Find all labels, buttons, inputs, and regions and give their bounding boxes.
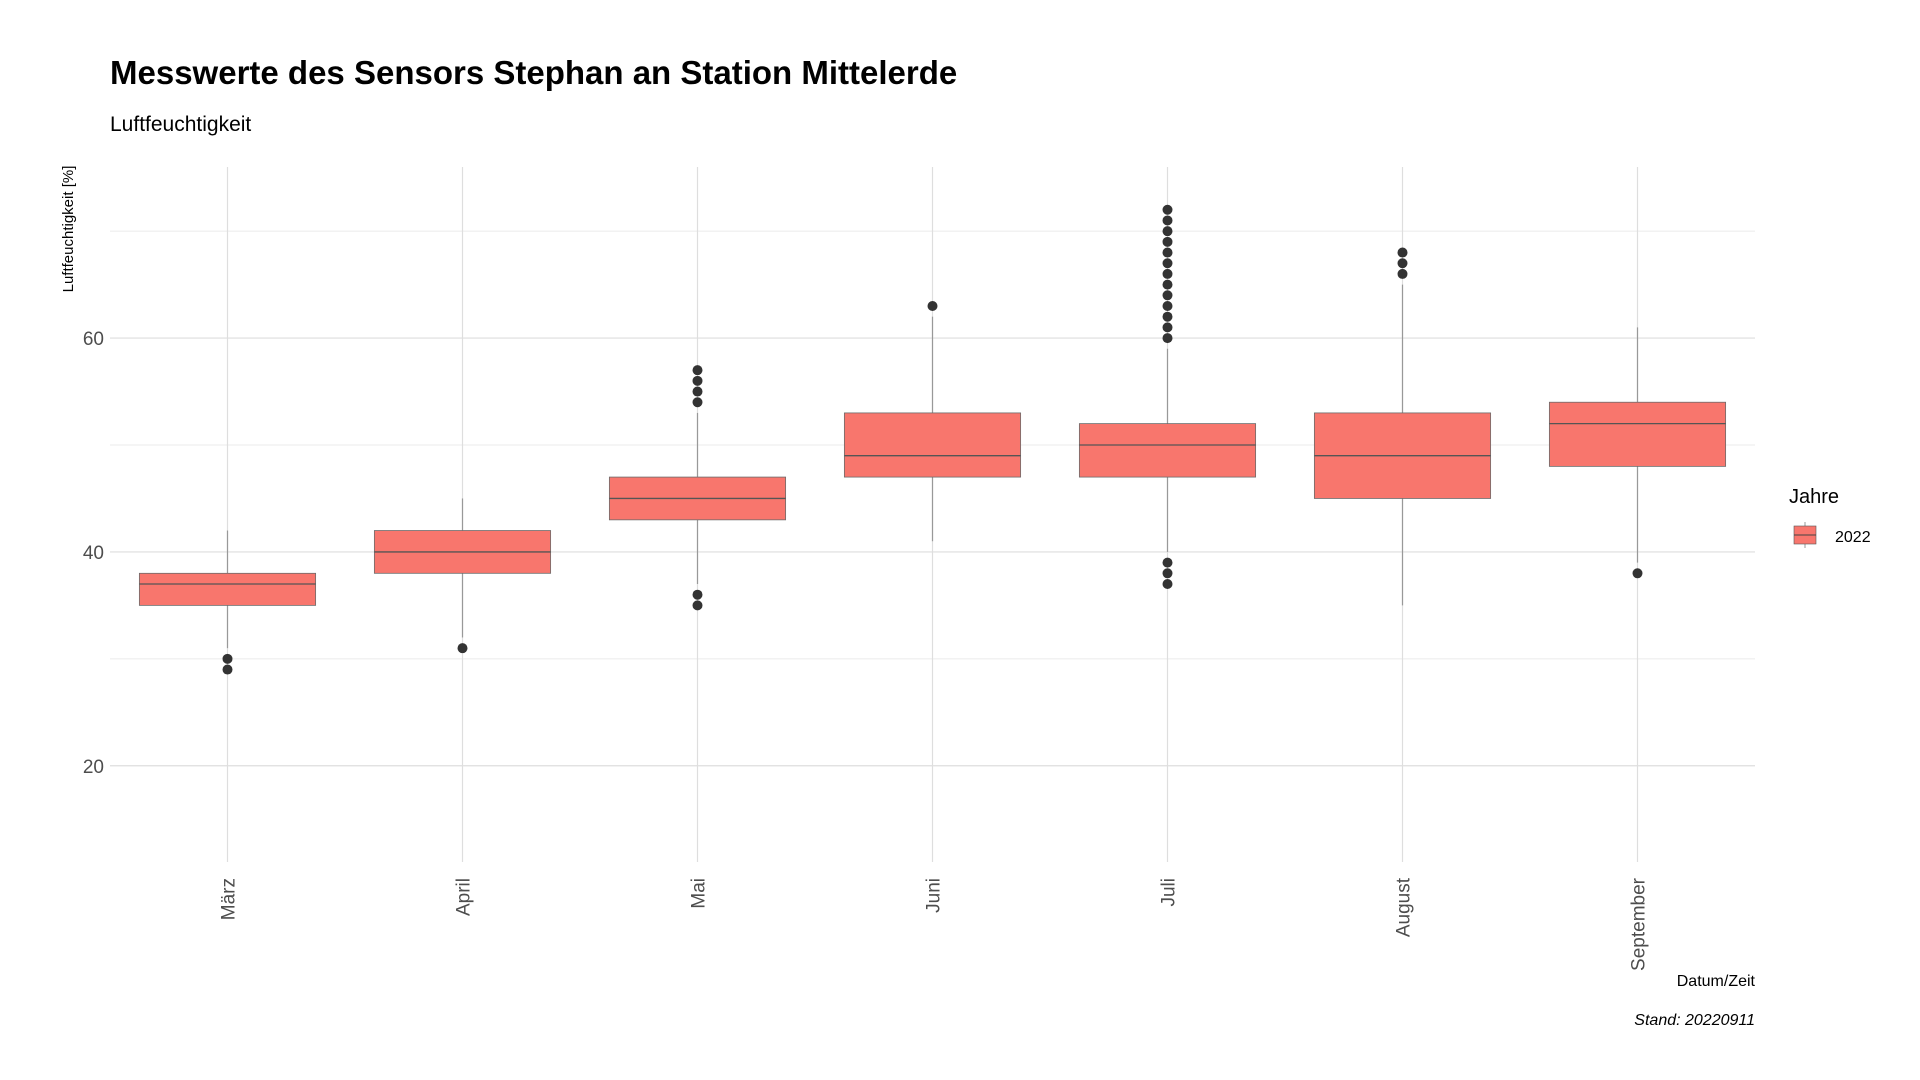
outlier-point	[1162, 290, 1173, 301]
x-tick-label: September	[1629, 877, 1650, 971]
box-iqr	[138, 572, 317, 606]
y-tick-label: 60	[83, 329, 104, 350]
outlier-point	[692, 386, 703, 397]
outlier-point	[1162, 311, 1173, 322]
x-tick-label: Juni	[924, 878, 945, 913]
x-axis-title: Datum/Zeit	[1677, 973, 1756, 990]
outlier-point	[1162, 268, 1173, 279]
box-4	[843, 301, 1022, 542]
outlier-point	[1162, 226, 1173, 237]
box-3	[608, 365, 787, 611]
y-axis-title: Luftfeuchtigkeit [%]	[60, 166, 77, 293]
outlier-point	[1162, 258, 1173, 269]
x-tick-label: August	[1394, 877, 1415, 937]
y-tick-label: 40	[83, 543, 104, 564]
outlier-point	[692, 375, 703, 386]
x-tick-label: Juli	[1159, 878, 1180, 907]
legend: Jahre 2022	[1789, 486, 1871, 548]
outlier-point	[1397, 247, 1408, 258]
outlier-point	[1632, 568, 1643, 579]
outlier-point	[927, 301, 938, 311]
boxes	[138, 204, 1727, 675]
legend-label: 2022	[1835, 529, 1871, 546]
x-tick-label: Mai	[689, 878, 710, 909]
outlier-point	[1162, 301, 1173, 311]
legend-title: Jahre	[1789, 486, 1839, 508]
outlier-point	[1162, 215, 1173, 226]
outlier-point	[1397, 258, 1408, 269]
box-7	[1548, 327, 1727, 579]
outlier-point	[1162, 322, 1173, 333]
outlier-point	[1162, 236, 1173, 247]
x-tick-label: März	[219, 878, 240, 920]
outlier-point	[457, 643, 468, 654]
y-tick-label: 20	[83, 757, 104, 778]
outlier-point	[692, 600, 703, 611]
x-tick-label: April	[454, 878, 475, 916]
outlier-point	[222, 664, 233, 675]
outlier-point	[1397, 268, 1408, 279]
outlier-point	[1162, 279, 1173, 290]
outlier-point	[1162, 247, 1173, 258]
box-1	[138, 530, 317, 675]
box-2	[373, 498, 552, 654]
outlier-point	[692, 397, 703, 408]
outlier-point	[222, 653, 233, 664]
y-axis-ticks: 20 40 60	[83, 329, 104, 778]
chart-caption: Stand: 20220911	[1634, 1012, 1755, 1029]
box-iqr	[843, 412, 1022, 478]
box-iqr	[1078, 423, 1257, 478]
chart-subtitle: Luftfeuchtigkeit	[110, 113, 251, 136]
box-iqr	[1548, 401, 1727, 467]
outlier-point	[1162, 557, 1173, 568]
chart-title: Messwerte des Sensors Stephan an Station…	[110, 54, 957, 91]
outlier-point	[1162, 333, 1173, 344]
box-5	[1078, 204, 1257, 589]
box-6	[1313, 247, 1492, 606]
outlier-point	[1162, 579, 1173, 589]
outlier-point	[1162, 204, 1173, 215]
x-axis-ticks: März April Mai Juni Juli August September	[219, 877, 1650, 971]
outlier-point	[1162, 568, 1173, 579]
outlier-point	[692, 589, 703, 600]
outlier-point	[692, 365, 703, 376]
